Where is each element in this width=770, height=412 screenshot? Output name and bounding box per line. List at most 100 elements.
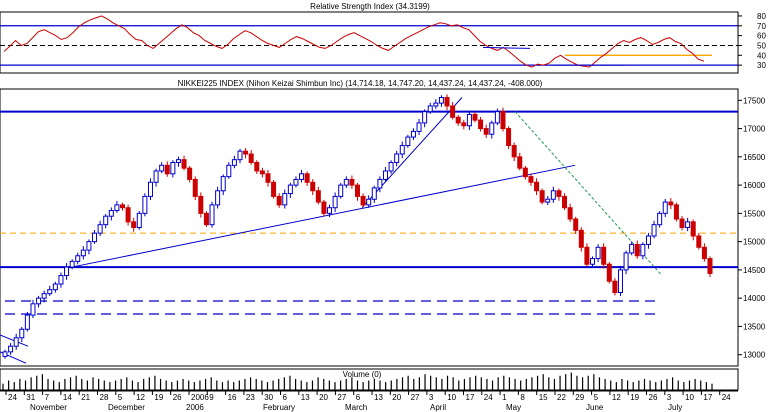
- candle-body: [601, 246, 607, 265]
- candle-body: [629, 243, 635, 254]
- candle-body: [433, 102, 439, 107]
- candle-body: [539, 190, 545, 203]
- candle-body: [181, 159, 187, 169]
- price-tick-label: 17000: [743, 125, 766, 134]
- candle-body: [645, 235, 651, 245]
- candle-body: [243, 150, 249, 155]
- candle-body: [483, 128, 489, 135]
- candle-body: [203, 212, 209, 226]
- candle-body: [657, 212, 663, 226]
- candle-body: [405, 136, 411, 147]
- price-tick-label: 13000: [743, 351, 766, 360]
- candle-body: [321, 201, 327, 214]
- candle-body: [198, 195, 204, 214]
- axis-month-label: 2006: [186, 403, 204, 412]
- axis-day-label: 13: [301, 393, 310, 402]
- candle-body: [707, 258, 713, 274]
- candle-body: [517, 156, 523, 169]
- candle-body: [578, 229, 584, 248]
- price-tick-label: 15500: [743, 209, 766, 218]
- candle-body: [466, 113, 472, 127]
- candle-body: [19, 328, 25, 339]
- candle-body: [472, 113, 478, 121]
- candle-body: [164, 164, 170, 175]
- candle-body: [388, 161, 394, 172]
- rsi-title: Relative Strength Index (34.3199): [310, 2, 430, 11]
- axis-day-label: 26: [649, 393, 658, 402]
- candle-body: [701, 246, 707, 260]
- candle-body: [528, 176, 534, 183]
- axis-day-label: 24: [484, 393, 493, 402]
- candle-body: [159, 164, 165, 172]
- candle-body: [153, 170, 159, 183]
- candle-body: [606, 263, 612, 282]
- candle-body: [276, 195, 282, 206]
- rsi-tick-label: 30: [757, 61, 766, 70]
- axis-day-label: 24: [8, 393, 17, 402]
- candle-body: [377, 178, 383, 189]
- candle-body: [668, 201, 674, 206]
- candle-body: [410, 130, 416, 138]
- axis-day-label: 17: [466, 393, 475, 402]
- volume-title: Volume (0): [343, 370, 382, 379]
- candle-body: [343, 178, 349, 186]
- candle-body: [293, 178, 299, 186]
- axis-day-label: 14: [63, 393, 72, 402]
- candle-body: [662, 201, 668, 214]
- axis-day-label: 19: [630, 393, 639, 402]
- candle-body: [685, 221, 691, 229]
- axis-day-label: 13: [374, 393, 383, 402]
- candle-body: [2, 351, 8, 357]
- candle-body: [58, 275, 64, 285]
- candle-body: [567, 207, 573, 220]
- candle-body: [522, 167, 528, 178]
- time-axis: 24 31 7 14 21 28 5 12 19 26 2006 9 16 23 30 6 13 20 27 6 13 2…: [0, 390, 738, 412]
- candle-body: [360, 195, 366, 206]
- candle-body: [394, 153, 400, 163]
- axis-day-label: 27: [411, 393, 420, 402]
- candle-body: [366, 198, 372, 206]
- axis-day-label: 21: [81, 393, 90, 402]
- candle-body: [550, 190, 556, 200]
- candle-body: [69, 260, 75, 268]
- candle-body: [131, 221, 137, 229]
- candle-body: [192, 178, 198, 197]
- candle-body: [422, 111, 428, 124]
- rsi-tick-label: 60: [757, 32, 766, 41]
- candle-body: [438, 96, 444, 104]
- axis-day-label: 28: [100, 393, 109, 402]
- candle-body: [478, 119, 484, 130]
- axis-day-label: 3: [667, 393, 672, 402]
- candle-body: [399, 145, 405, 155]
- axis-day-label: 26: [173, 393, 182, 402]
- axis-day-label: 31: [26, 393, 35, 402]
- price-tick-label: 17500: [743, 96, 766, 105]
- candle-body: [231, 159, 237, 166]
- candle-body: [92, 232, 98, 243]
- candle-body: [175, 159, 181, 163]
- rsi-tick-label: 40: [757, 51, 766, 60]
- candle-body: [86, 241, 92, 251]
- rsi-tick-label: 80: [757, 12, 766, 21]
- candle-body: [455, 116, 461, 124]
- candle-body: [382, 170, 388, 180]
- axis-day-label: 29: [575, 393, 584, 402]
- candle-body: [147, 181, 153, 197]
- candle-body: [136, 212, 142, 228]
- candle-body: [259, 170, 265, 175]
- candle-body: [187, 167, 193, 180]
- rsi-line: [3, 15, 705, 68]
- candle-body: [511, 145, 517, 158]
- candle-body: [254, 161, 260, 172]
- candle-body: [640, 243, 646, 257]
- candle-body: [52, 283, 58, 291]
- axis-day-label: 1: [502, 393, 507, 402]
- rsi-tick-label: 70: [757, 22, 766, 31]
- candle-body: [371, 187, 377, 200]
- axis-day-label: 20: [392, 393, 401, 402]
- candle-body: [237, 150, 243, 161]
- candle-body: [679, 218, 685, 228]
- candle-body: [327, 207, 333, 214]
